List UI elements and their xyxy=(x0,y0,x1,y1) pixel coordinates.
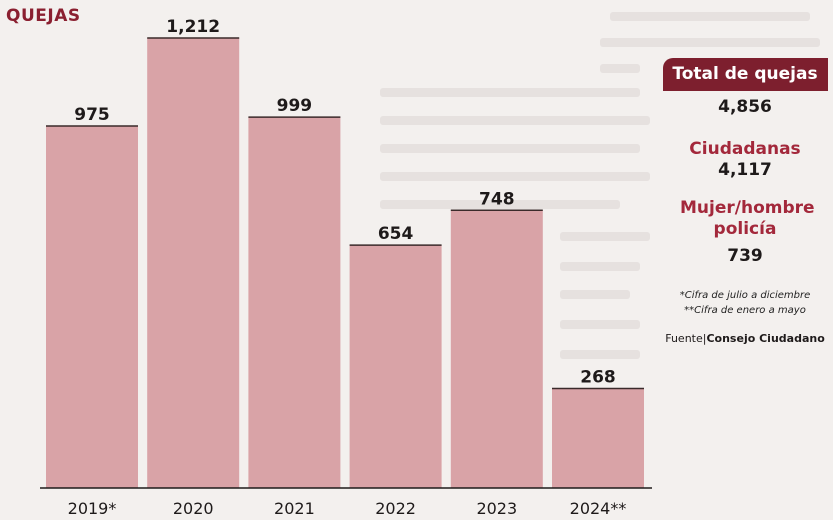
category-label: 2023 xyxy=(476,499,517,518)
category-label: 2024** xyxy=(570,499,627,518)
summary-panel: Total de quejas 4,856 Ciudadanas 4,117 M… xyxy=(660,58,830,346)
category-label: 2021 xyxy=(274,499,315,518)
note-2024: **Cifra de enero a mayo xyxy=(684,305,806,316)
value-label: 975 xyxy=(74,105,110,125)
bar-2022 xyxy=(349,245,442,488)
value-label: 999 xyxy=(277,96,313,116)
policia-label: Mujer/hombre policía xyxy=(680,198,815,239)
bar-2021 xyxy=(248,117,341,488)
total-quejas-value: 4,856 xyxy=(718,97,772,117)
value-label: 1,212 xyxy=(166,17,220,37)
value-label: 268 xyxy=(580,367,616,387)
source-credit: Fuente|Consejo Ciudadano xyxy=(660,332,830,346)
chart-title: QUEJAS xyxy=(6,6,81,26)
ciudadanas-label: Ciudadanas xyxy=(689,139,801,159)
bar-2023 xyxy=(450,210,543,488)
value-label: 748 xyxy=(479,189,515,209)
note-2019: *Cifra de julio a diciembre xyxy=(679,290,811,301)
policia-value: 739 xyxy=(727,246,763,266)
ciudadanas-value: 4,117 xyxy=(718,160,772,180)
total-quejas-label: Total de quejas xyxy=(662,58,828,91)
source-name: Consejo Ciudadano xyxy=(706,332,825,345)
category-label: 2020 xyxy=(173,499,214,518)
bar-2019* xyxy=(46,125,138,488)
source-prefix: Fuente| xyxy=(665,332,707,345)
bar-2020 xyxy=(147,38,240,488)
category-label: 2022 xyxy=(375,499,416,518)
value-label: 654 xyxy=(378,224,414,244)
bar-2024** xyxy=(552,388,644,488)
category-label: 2019* xyxy=(68,499,117,518)
